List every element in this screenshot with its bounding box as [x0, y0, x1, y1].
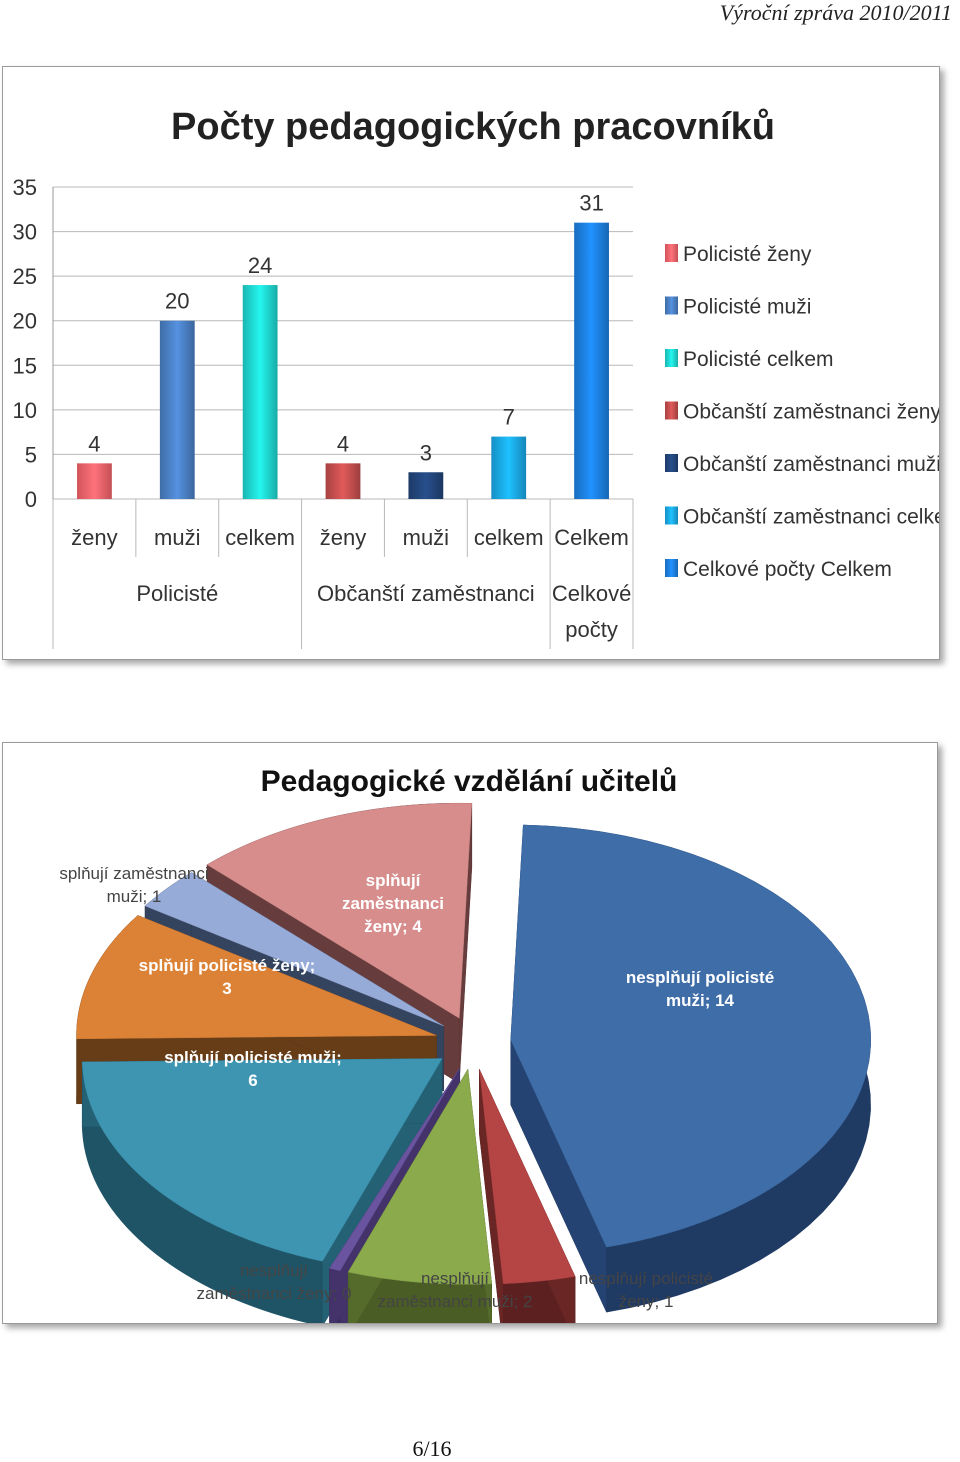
legend-swatch	[665, 401, 678, 420]
pie-slice-label: nesplňují policisté ženy; 1	[579, 1269, 713, 1311]
legend-label: Občanští zaměstnanci celkem	[683, 506, 939, 529]
bar-value-label: 3	[420, 440, 432, 465]
legend-swatch	[665, 454, 678, 472]
bar	[242, 285, 278, 499]
pie-slice-label: splňují policisté muži; 6	[164, 1048, 342, 1090]
legend-swatch	[665, 244, 678, 262]
pie-slice-label: nesplňují zaměstnanci muži; 2	[378, 1269, 533, 1311]
x-group-label: Policisté	[136, 581, 218, 606]
chart-title: Pedagogické vzdělání učitelů	[261, 765, 678, 798]
bar-chart: Počty pedagogických pracovníků 4 20 24 4 3 7 3…	[13, 106, 960, 649]
x-tick-label: Celkem	[554, 525, 629, 550]
bar	[574, 222, 609, 499]
legend-swatch	[665, 349, 678, 367]
legend-swatch	[665, 506, 678, 525]
y-tick-label: 30	[13, 220, 37, 245]
y-tick-label: 35	[13, 175, 37, 200]
x-tick-label: celkem	[225, 525, 295, 550]
bar-chart-frame: Počty pedagogických pracovníků 4 20 24 4 3 7 3…	[2, 66, 960, 660]
x-group-label: Celkové	[552, 581, 631, 606]
pie-chart: Pedagogické vzdělání učitelů nesplňují p…	[59, 765, 871, 1350]
pie-slice-label: nesplňují policisté muži; 14	[626, 968, 774, 1010]
bar	[159, 320, 195, 499]
x-tick-label: celkem	[474, 525, 544, 550]
pie-slice-label: splňují zaměstnanci ženy; 4	[342, 871, 444, 936]
y-tick-label: 15	[13, 353, 37, 378]
pie-chart-frame: Pedagogické vzdělání učitelů nesplňují p…	[2, 742, 938, 1350]
bar-value-label: 24	[248, 253, 272, 278]
chart-title: Počty pedagogických pracovníků	[171, 106, 775, 148]
bar	[325, 463, 361, 499]
y-tick-label: 0	[25, 487, 37, 512]
legend-label: Občanští zaměstnanci muži	[683, 453, 939, 476]
bar-value-label: 7	[503, 405, 515, 430]
x-tick-label: ženy	[320, 525, 366, 550]
pie-slice-label: nesplňují zaměstnanci ženy; 0	[197, 1261, 352, 1303]
page-header: Výroční zpráva 2010/2011	[719, 0, 952, 25]
bar	[408, 472, 444, 499]
legend-label: Policisté ženy	[683, 243, 812, 266]
y-tick-label: 5	[25, 442, 37, 467]
x-group-label: Občanští zaměstnanci	[317, 581, 535, 606]
bar	[77, 463, 112, 499]
page-number: 6/16	[412, 1436, 452, 1461]
pie-slice-label: splňují zaměstnanci muži; 1	[59, 864, 208, 906]
bar-value-label: 20	[165, 289, 189, 314]
x-tick-label: muži	[154, 525, 200, 550]
pie-slice	[510, 824, 871, 1313]
legend-label: Policisté celkem	[683, 348, 834, 371]
bar	[491, 436, 527, 499]
x-tick-label: ženy	[71, 525, 117, 550]
legend-label: Policisté muži	[683, 296, 811, 319]
y-tick-label: 25	[13, 264, 37, 289]
pie-slice-label: splňují policisté ženy; 3	[139, 956, 316, 998]
bar-value-label: 4	[337, 431, 349, 456]
bar-value-label: 4	[88, 431, 100, 456]
legend-label: Občanští zaměstnanci ženy	[683, 401, 939, 424]
x-group-label: počty	[565, 617, 618, 642]
y-tick-label: 20	[13, 309, 37, 334]
legend-swatch	[665, 559, 678, 577]
legend-label: Celkové počty Celkem	[683, 558, 892, 581]
x-tick-label: muži	[403, 525, 449, 550]
legend-swatch	[665, 296, 678, 315]
y-tick-label: 10	[13, 398, 37, 423]
bar-value-label: 31	[579, 191, 603, 216]
